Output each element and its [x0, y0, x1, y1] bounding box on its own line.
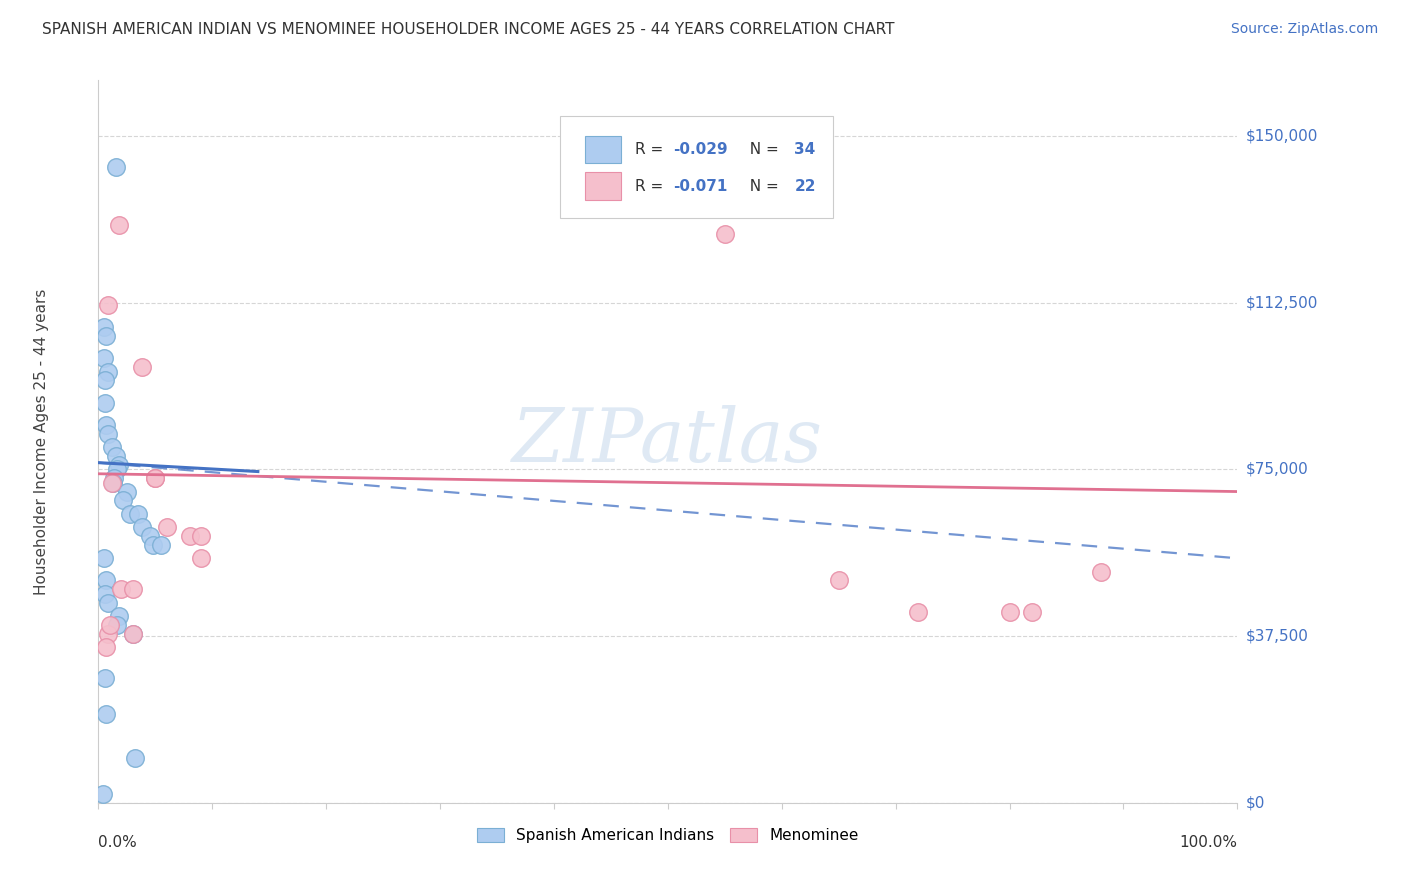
- Text: N =: N =: [740, 142, 783, 157]
- Text: Source: ZipAtlas.com: Source: ZipAtlas.com: [1230, 22, 1378, 37]
- Point: [121, 627, 143, 641]
- Point: [108, 458, 131, 472]
- Text: $150,000: $150,000: [1246, 128, 1317, 144]
- Legend: Spanish American Indians, Menominee: Spanish American Indians, Menominee: [471, 822, 865, 849]
- Point: [145, 471, 167, 485]
- Point: [96, 329, 118, 343]
- Point: [714, 227, 737, 241]
- Point: [120, 507, 142, 521]
- Point: [127, 507, 149, 521]
- Text: R =: R =: [636, 142, 668, 157]
- Point: [93, 351, 115, 366]
- Text: $37,500: $37,500: [1246, 629, 1309, 643]
- Point: [108, 218, 131, 232]
- Point: [96, 298, 118, 312]
- Point: [105, 462, 128, 476]
- Point: [104, 449, 127, 463]
- Point: [115, 484, 138, 499]
- Point: [93, 551, 115, 566]
- Text: 100.0%: 100.0%: [1180, 835, 1237, 850]
- Point: [96, 364, 118, 378]
- Point: [150, 538, 173, 552]
- Point: [998, 605, 1021, 619]
- Point: [1021, 605, 1043, 619]
- Point: [96, 596, 118, 610]
- Text: 0.0%: 0.0%: [98, 835, 138, 850]
- Point: [96, 574, 118, 588]
- Point: [96, 627, 118, 641]
- Point: [94, 587, 117, 601]
- Text: $75,000: $75,000: [1246, 462, 1309, 477]
- Point: [110, 582, 132, 597]
- Point: [91, 787, 114, 801]
- Point: [94, 671, 117, 685]
- Point: [121, 582, 143, 597]
- Text: $112,500: $112,500: [1246, 295, 1317, 310]
- Text: N =: N =: [740, 178, 783, 194]
- Point: [103, 475, 125, 490]
- Point: [94, 373, 117, 387]
- Point: [121, 627, 143, 641]
- Text: R =: R =: [636, 178, 668, 194]
- Point: [96, 417, 118, 432]
- Text: $0: $0: [1246, 796, 1265, 810]
- FancyBboxPatch shape: [560, 117, 832, 218]
- Point: [101, 475, 124, 490]
- Point: [96, 426, 118, 441]
- Point: [108, 609, 131, 624]
- Point: [101, 440, 124, 454]
- Point: [138, 529, 160, 543]
- FancyBboxPatch shape: [585, 172, 621, 200]
- Point: [1090, 565, 1112, 579]
- Point: [131, 360, 153, 375]
- Text: 34: 34: [794, 142, 815, 157]
- Text: SPANISH AMERICAN INDIAN VS MENOMINEE HOUSEHOLDER INCOME AGES 25 - 44 YEARS CORRE: SPANISH AMERICAN INDIAN VS MENOMINEE HOU…: [42, 22, 894, 37]
- Point: [179, 529, 201, 543]
- Point: [156, 520, 179, 534]
- Point: [190, 551, 212, 566]
- Point: [94, 395, 117, 409]
- Point: [98, 618, 121, 632]
- Point: [190, 529, 212, 543]
- Point: [96, 706, 118, 721]
- Text: -0.071: -0.071: [673, 178, 728, 194]
- Point: [145, 471, 167, 485]
- Point: [103, 471, 125, 485]
- FancyBboxPatch shape: [585, 136, 621, 163]
- Point: [828, 574, 851, 588]
- Point: [93, 320, 115, 334]
- Text: -0.029: -0.029: [673, 142, 728, 157]
- Point: [907, 605, 929, 619]
- Point: [112, 493, 135, 508]
- Point: [104, 160, 127, 174]
- Point: [105, 618, 128, 632]
- Point: [142, 538, 165, 552]
- Text: 22: 22: [794, 178, 815, 194]
- Point: [124, 751, 146, 765]
- Point: [131, 520, 153, 534]
- Text: ZIPatlas: ZIPatlas: [512, 405, 824, 478]
- Point: [96, 640, 118, 655]
- Text: Householder Income Ages 25 - 44 years: Householder Income Ages 25 - 44 years: [34, 288, 49, 595]
